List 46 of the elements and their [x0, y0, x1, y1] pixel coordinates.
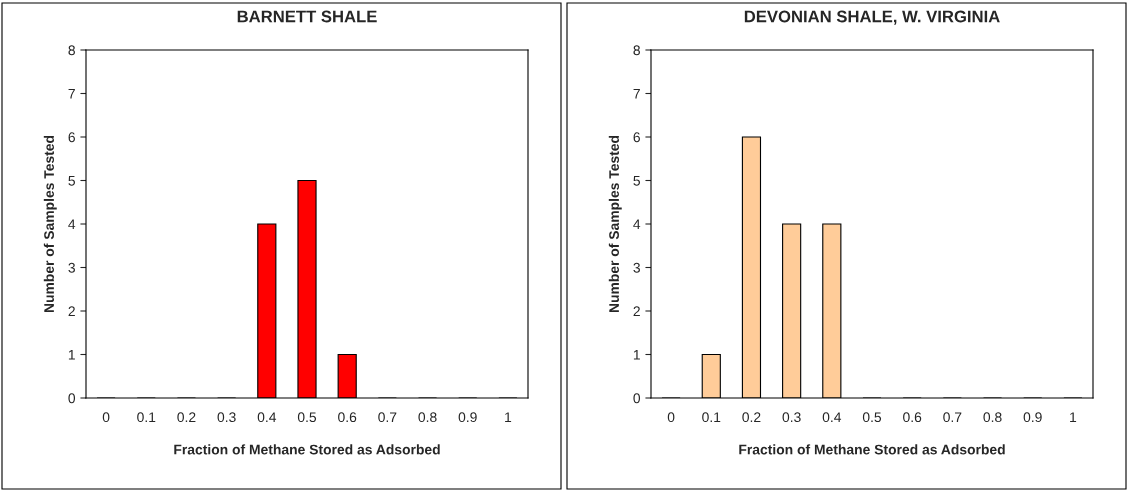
x-tick-label: 0.5 — [297, 412, 317, 423]
y-tick-label: 8 — [68, 45, 75, 56]
x-tick-label: 0.5 — [862, 412, 882, 423]
y-tick-label: 3 — [633, 262, 640, 273]
x-tick-label: 1 — [505, 412, 512, 422]
y-tick-label: 5 — [633, 175, 640, 186]
x-tick-label: 0.4 — [257, 412, 277, 423]
x-tick-label: 0 — [667, 412, 675, 423]
x-tick-label: 0.7 — [378, 412, 397, 423]
x-tick-label: 0.4 — [822, 412, 842, 423]
x-tick-label: 0.2 — [742, 412, 761, 423]
x-tick-label: 0.9 — [1023, 412, 1042, 423]
x-axis-title: Fraction of Methane Stored as Adsorbed — [174, 444, 440, 455]
y-tick-label: 1 — [68, 349, 75, 360]
x-tick-label: 0.8 — [983, 412, 1002, 423]
x-tick-label: 0.6 — [903, 412, 922, 423]
y-axis-title: Number of Samples Tested — [43, 135, 57, 313]
x-tick-label: 0 — [102, 412, 110, 423]
chart-title: DEVONIAN SHALE, W. VIRGINIA — [744, 10, 1000, 25]
x-tick-label: 0.2 — [177, 412, 196, 423]
x-tick-label: 0.1 — [137, 412, 156, 423]
x-tick-label: 0.7 — [943, 412, 962, 423]
chart-title: BARNETT SHALE — [237, 10, 377, 23]
y-tick-label: 4 — [68, 219, 76, 230]
x-tick-label: 0.9 — [458, 412, 477, 423]
x-tick-label: 1 — [1070, 412, 1077, 422]
x-tick-label: 0.8 — [418, 412, 437, 423]
y-tick-label: 0 — [633, 393, 641, 404]
y-axis-title: Number of Samples Tested — [608, 135, 622, 313]
y-tick-label: 3 — [68, 262, 75, 273]
y-tick-label: 2 — [633, 306, 640, 317]
y-tick-label: 5 — [68, 175, 75, 186]
y-tick-label: 8 — [633, 45, 640, 56]
x-tick-label: 0.3 — [217, 412, 236, 423]
y-tick-label: 2 — [68, 306, 75, 317]
y-tick-label: 0 — [68, 393, 76, 404]
y-tick-label: 7 — [633, 88, 640, 99]
x-axis-title: Fraction of Methane Stored as Adsorbed — [739, 444, 1005, 455]
x-tick-label: 0.3 — [782, 412, 801, 423]
x-tick-label: 0.6 — [338, 412, 357, 423]
x-tick-label: 0.1 — [702, 412, 721, 423]
y-tick-label: 6 — [68, 132, 75, 143]
y-tick-label: 7 — [68, 88, 75, 99]
y-tick-label: 1 — [633, 349, 640, 360]
y-tick-label: 4 — [633, 219, 641, 230]
y-tick-label: 6 — [633, 132, 640, 143]
